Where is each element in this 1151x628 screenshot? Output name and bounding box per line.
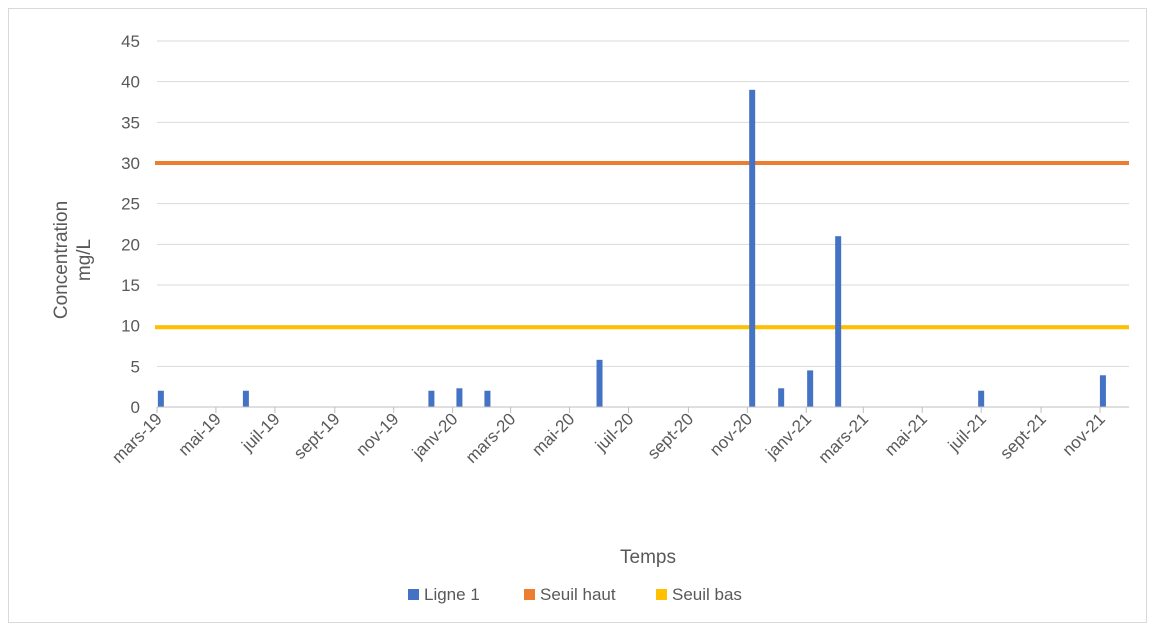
bar — [807, 370, 814, 407]
x-axis-title: Temps — [620, 547, 676, 568]
x-tick-label: sept-20 — [644, 409, 698, 463]
x-tick-label: sept-19 — [290, 409, 344, 463]
bar — [456, 388, 463, 407]
bar — [157, 390, 164, 407]
x-tick-label: janv-20 — [408, 409, 462, 463]
legend-swatch — [656, 589, 667, 600]
bar — [978, 390, 985, 407]
x-tick-label: mars-20 — [462, 409, 520, 467]
x-tick-label: mai-19 — [175, 409, 225, 459]
legend-swatch — [408, 589, 419, 600]
y-tick-label: 0 — [131, 398, 140, 417]
y-tick-label: 25 — [121, 195, 140, 214]
x-tick-label: mars-19 — [108, 409, 166, 467]
bars — [157, 89, 1106, 408]
threshold-lines — [155, 161, 1129, 330]
y-tick-label: 35 — [121, 113, 140, 132]
bar — [778, 388, 785, 407]
y-tick-label: 30 — [121, 154, 140, 173]
y-axis-title-line-1: Concentration — [51, 201, 72, 319]
bar — [484, 390, 491, 407]
legend: Ligne 1 Seuil haut Seuil bas — [408, 585, 742, 604]
x-tick-label: juil-19 — [237, 409, 283, 455]
bar — [835, 236, 842, 407]
bar — [1099, 375, 1106, 407]
x-tick-label: nov-19 — [352, 409, 402, 459]
y-tick-label: 40 — [121, 73, 140, 92]
legend-label: Seuil bas — [672, 585, 742, 604]
y-tick-label: 20 — [121, 235, 140, 254]
x-tick-label: mai-21 — [881, 409, 931, 459]
legend-swatch — [524, 589, 535, 600]
x-tick-label: juil-20 — [591, 409, 637, 455]
legend-label: Seuil haut — [540, 585, 616, 604]
bar — [428, 390, 435, 407]
y-tick-label: 15 — [121, 276, 140, 295]
x-tick-label: juil-21 — [944, 409, 990, 455]
x-tick-label: nov-21 — [1059, 409, 1109, 459]
y-tick-label: 5 — [131, 357, 140, 376]
x-tick-label: mai-20 — [528, 409, 578, 459]
y-tick-label: 10 — [121, 317, 140, 336]
y-axis-title: Concentration mg/L — [51, 201, 95, 319]
bar — [242, 390, 249, 407]
chart-area — [8, 8, 1147, 623]
x-tick-label: mars-21 — [815, 409, 873, 467]
y-tick-label: 45 — [121, 32, 140, 51]
gridlines — [157, 40, 1129, 367]
bar — [749, 89, 756, 408]
y-axis-title-line-2: mg/L — [74, 239, 95, 281]
x-tick-label: sept-21 — [996, 409, 1050, 463]
x-tick-label: nov-20 — [706, 409, 756, 459]
x-tick-label: janv-21 — [762, 409, 816, 463]
bar — [596, 359, 603, 407]
legend-label: Ligne 1 — [424, 585, 480, 604]
